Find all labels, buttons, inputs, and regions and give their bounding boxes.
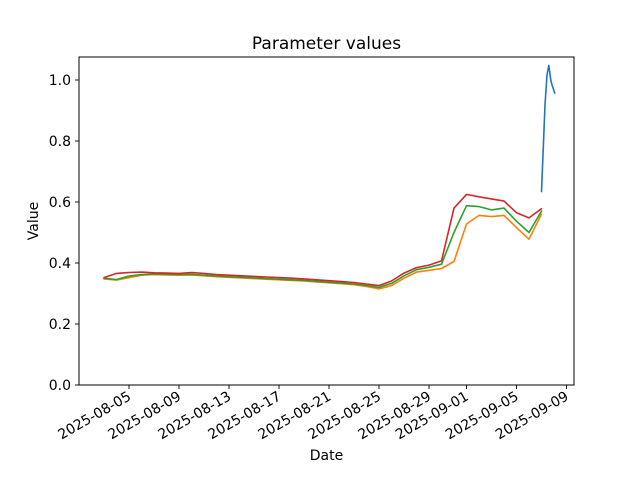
y-tick-label: 1.0 (49, 73, 71, 89)
y-tick-label: 0.0 (49, 378, 71, 394)
y-tick-label: 0.4 (49, 256, 71, 272)
y-tick-label: 0.2 (49, 317, 71, 333)
chart-title: Parameter values (251, 34, 402, 54)
line-series-blue (540, 64, 556, 193)
line-series-red (103, 193, 543, 287)
line-series-green (103, 204, 543, 289)
y-axis-label: Value (26, 201, 42, 241)
line-series-orange (103, 213, 543, 290)
x-axis-label: Date (309, 448, 344, 464)
y-tick-label: 0.8 (49, 134, 71, 150)
y-tick-label: 0.6 (49, 195, 71, 211)
axes-spines (78, 56, 575, 386)
